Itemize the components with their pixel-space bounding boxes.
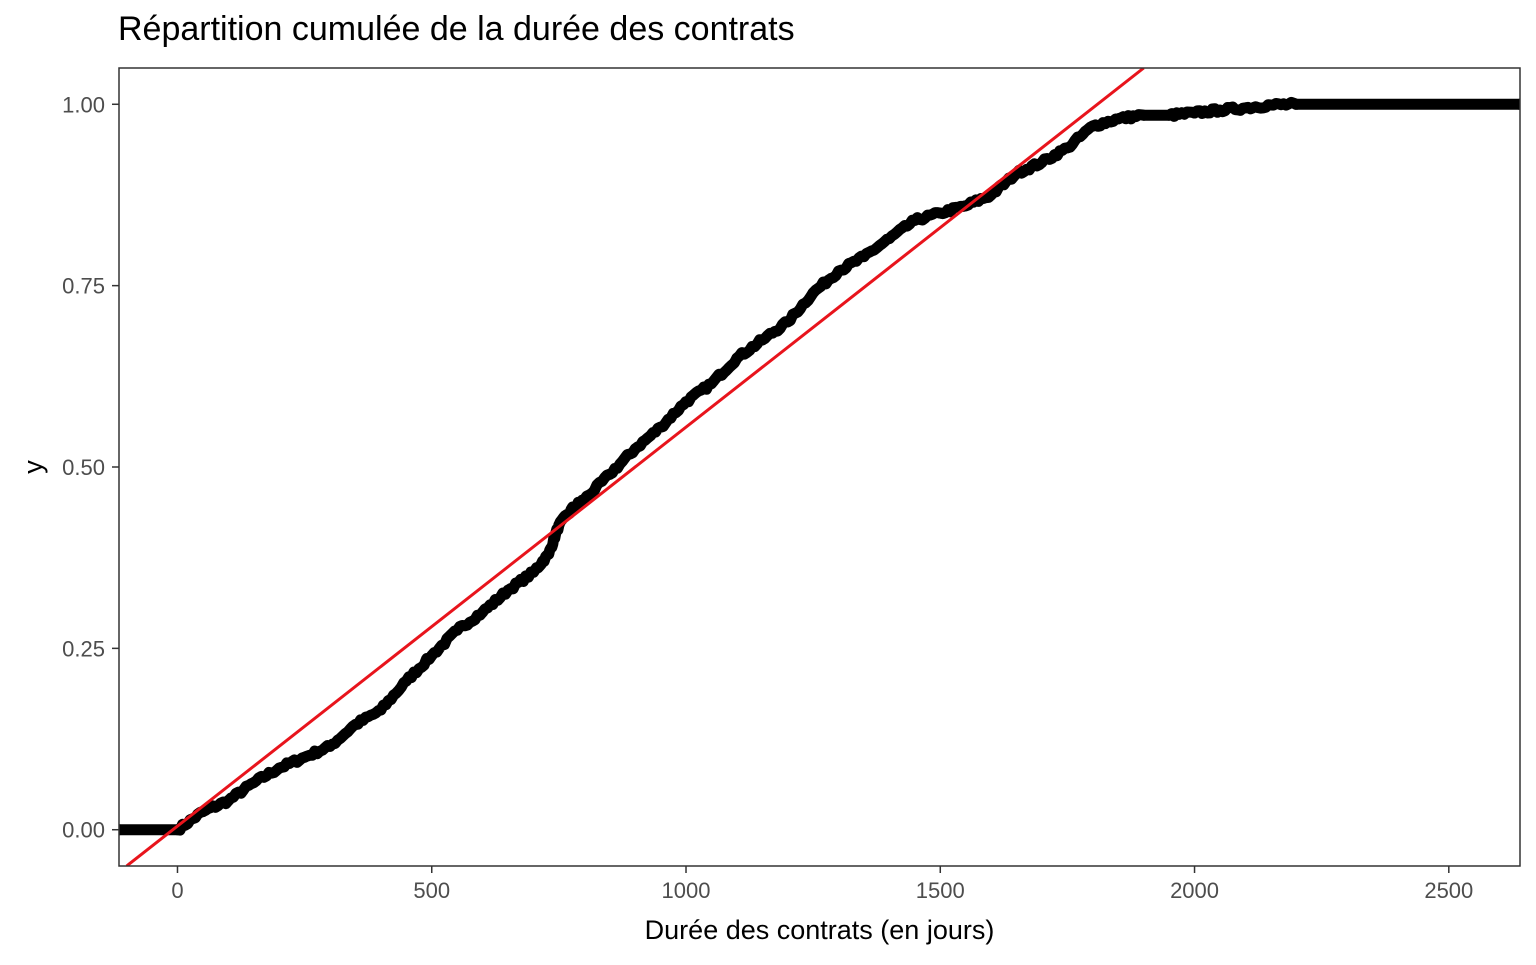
x-tick-label: 500 [413, 878, 450, 903]
x-tick-label: 0 [171, 878, 183, 903]
ecdf-point [1112, 113, 1124, 125]
x-tick-label: 1500 [916, 878, 965, 903]
x-tick-label: 1000 [662, 878, 711, 903]
ecdf-point [1239, 102, 1251, 114]
ecdf-point [1138, 109, 1150, 121]
ecdf-point [629, 443, 641, 455]
ecdf-point [1290, 98, 1302, 110]
x-tick-label: 2000 [1170, 878, 1219, 903]
ecdf-point [543, 548, 555, 560]
ecdf-point [655, 421, 667, 433]
y-tick-label: 0.25 [62, 636, 105, 661]
x-tick-label: 2500 [1424, 878, 1473, 903]
ecdf-point [426, 650, 438, 662]
ecdf-point [807, 287, 819, 299]
ecdf-point [1514, 98, 1520, 110]
y-tick-label: 0.75 [62, 274, 105, 299]
series-layer [119, 68, 1520, 866]
ecdf-point [858, 251, 870, 263]
y-tick-label: 0.50 [62, 455, 105, 480]
ecdf-point [909, 214, 921, 226]
ecdf-point [273, 762, 285, 774]
ecdf-point [934, 207, 946, 219]
ecdf-point [985, 189, 997, 201]
ecdf-point [782, 316, 794, 328]
ecdf-point [1163, 109, 1175, 121]
ecdf-point [222, 795, 234, 807]
ecdf-series-line [119, 96, 1520, 836]
y-tick-label: 0.00 [62, 818, 105, 843]
chart-title: Répartition cumulée de la durée des cont… [118, 10, 795, 48]
reference-line [125, 68, 1145, 866]
ecdf-point [477, 606, 489, 618]
ecdf-point [1036, 156, 1048, 168]
ecdf-point [375, 704, 387, 716]
axes-layer: 0 500 1000 1500 2000 2500 0.00 0.25 0.50 0.75 1.00 [62, 92, 1473, 903]
ecdf-point [731, 352, 743, 364]
ecdf-point [400, 675, 412, 687]
y-tick-label: 1.00 [62, 92, 105, 117]
ecdf-point [568, 501, 580, 513]
ecdf-point [883, 233, 895, 244]
ecdf-point [705, 378, 717, 390]
ecdf-point [604, 468, 616, 480]
ecdf-point [1061, 142, 1073, 154]
ecdf-point [248, 777, 260, 789]
ecdf-point [350, 719, 361, 730]
ecdf-point [1087, 120, 1099, 132]
ecdf-point [578, 494, 590, 506]
ecdf-point [528, 566, 539, 578]
y-axis-title: y [18, 460, 48, 474]
ecdf-point [680, 396, 692, 408]
ecdf-point [1189, 107, 1200, 119]
ecdf-point [502, 584, 514, 596]
ecdf-point [1214, 104, 1226, 116]
ecdf-point [756, 334, 768, 346]
ecdf-point [324, 740, 336, 752]
ecdf-point [119, 824, 125, 836]
ecdf-point [299, 751, 311, 763]
ecdf-point [451, 624, 463, 636]
x-axis-title: Durée des contrats (en jours) [645, 915, 995, 945]
ecdf-point [833, 265, 845, 277]
ecdf-point [1265, 99, 1277, 111]
